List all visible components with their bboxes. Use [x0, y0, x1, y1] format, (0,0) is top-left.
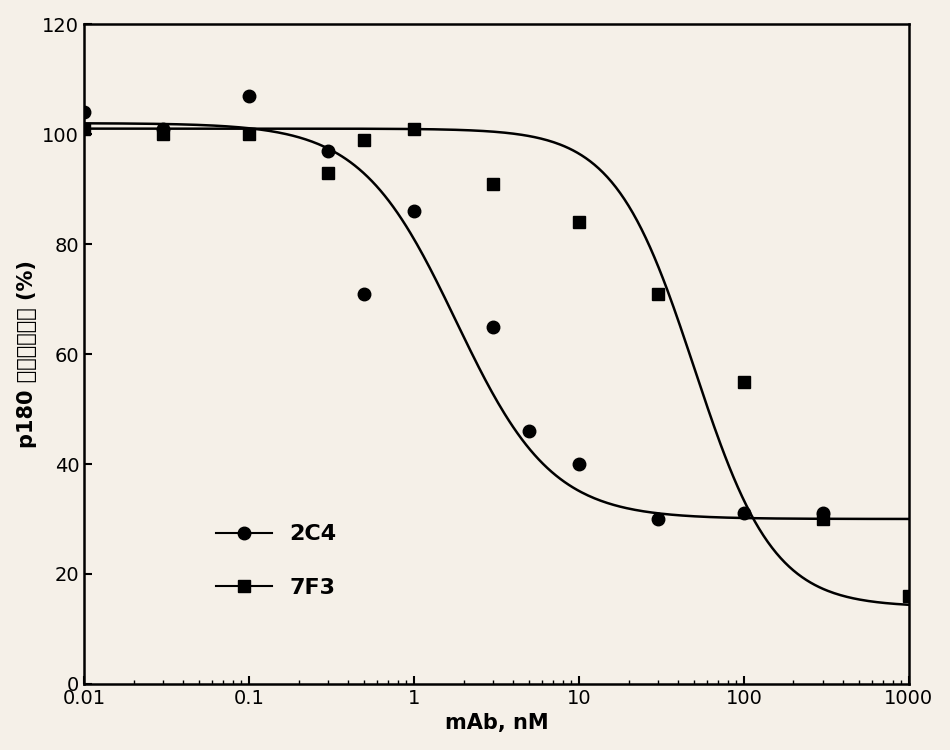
7F3	[738, 377, 750, 386]
Y-axis label: p180 酪氨酸磷酸化 (%): p180 酪氨酸磷酸化 (%)	[17, 260, 37, 448]
2C4	[523, 427, 535, 436]
Line: 2C4: 2C4	[78, 89, 828, 525]
2C4	[487, 322, 499, 331]
Legend: 2C4, 7F3: 2C4, 7F3	[194, 503, 359, 620]
2C4	[243, 92, 255, 100]
7F3	[408, 124, 420, 134]
2C4	[652, 514, 663, 523]
7F3	[243, 130, 255, 139]
7F3	[322, 168, 333, 177]
7F3	[817, 514, 828, 523]
7F3	[157, 130, 168, 139]
2C4	[817, 509, 828, 518]
X-axis label: mAb, nM: mAb, nM	[445, 713, 548, 734]
Line: 7F3: 7F3	[78, 122, 915, 602]
7F3	[652, 289, 663, 298]
7F3	[79, 124, 90, 134]
7F3	[487, 179, 499, 188]
7F3	[573, 217, 584, 226]
2C4	[358, 289, 370, 298]
2C4	[573, 460, 584, 469]
2C4	[738, 509, 750, 518]
2C4	[408, 206, 420, 215]
2C4	[322, 146, 333, 155]
2C4	[157, 124, 168, 134]
7F3	[903, 592, 915, 601]
2C4	[79, 108, 90, 117]
7F3	[358, 135, 370, 144]
